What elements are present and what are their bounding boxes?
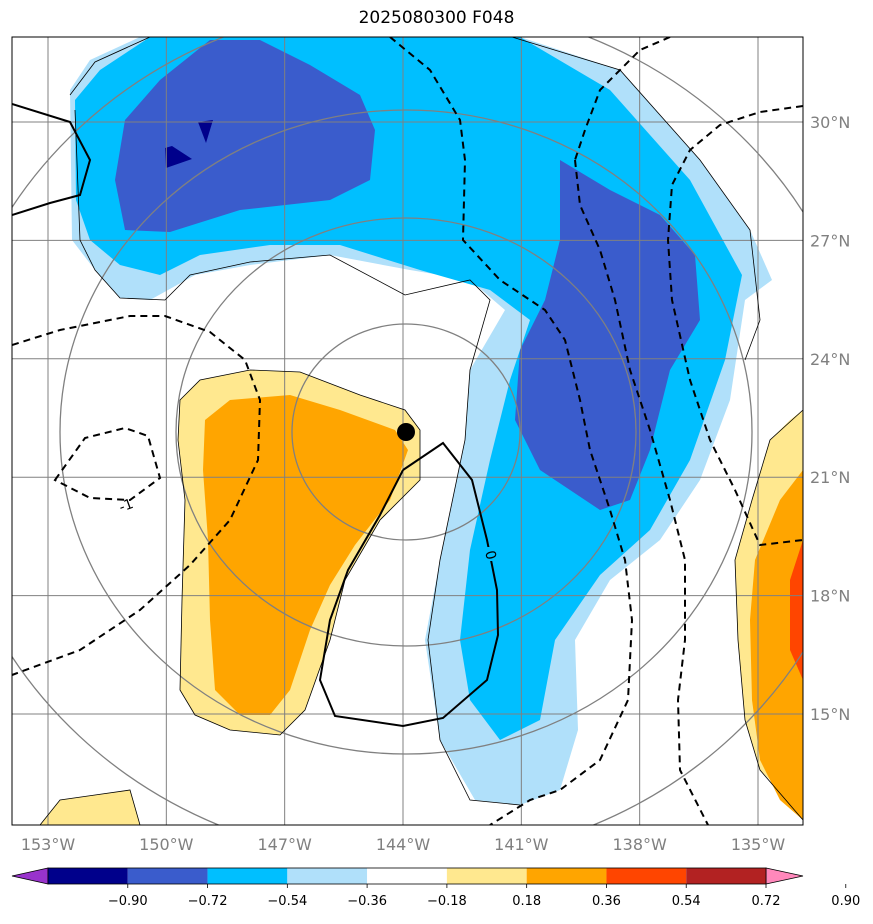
- range-rings: [12, 37, 803, 825]
- lat-tick-label: 24°N: [810, 350, 850, 369]
- map-plot: -1 0: [12, 37, 803, 825]
- lat-tick-label: 21°N: [810, 468, 850, 487]
- colorbar-tick-label: −0.36: [347, 894, 387, 909]
- lon-tick-label: 147°W: [257, 835, 312, 854]
- thin-contours: [39, 37, 803, 825]
- colorbar-tick-label: −0.54: [267, 894, 307, 909]
- colorbar-tick-label: 0.18: [512, 894, 541, 909]
- lat-tick-label: 27°N: [810, 231, 850, 250]
- colorbar-segment: [127, 868, 208, 884]
- colorbar-segment: [686, 868, 766, 884]
- lon-tick-label: 150°W: [139, 835, 194, 854]
- colorbar-segment: [287, 868, 368, 884]
- colorbar-segment: [526, 868, 607, 884]
- colorbar-segment: [367, 868, 447, 884]
- colorbar-segment: [446, 868, 527, 884]
- colorbar-tick-label: 0.36: [592, 894, 621, 909]
- fill-red: [790, 540, 803, 680]
- lon-tick-label: 141°W: [494, 835, 549, 854]
- chart-title: 2025080300 F048: [358, 8, 515, 28]
- gridlines: [12, 37, 803, 825]
- colorbar-extend-low: [11, 867, 49, 885]
- solid-contours: [12, 103, 500, 728]
- colorbar-segment: [48, 868, 128, 884]
- storm-center-marker: [397, 423, 415, 441]
- colorbar-tick-label: 0.72: [752, 894, 781, 909]
- colorbar: −0.90 −0.72 −0.54 −0.36 −0.18 0.18 0.36 0.54 0.7…: [11, 867, 860, 909]
- lon-tick-label: 138°W: [612, 835, 667, 854]
- lon-tick-label: 135°W: [731, 835, 786, 854]
- colorbar-outline: [47, 867, 767, 885]
- contour-label-neg1: -1: [117, 496, 136, 516]
- colorbar-segment: [207, 868, 288, 884]
- colorbar-tick-label: 0.54: [672, 894, 701, 909]
- colorbar-tick-label: 0.90: [831, 894, 860, 909]
- lon-tick-label: 144°W: [376, 835, 431, 854]
- contour-label-zero: 0: [481, 549, 499, 562]
- map-frame: [11, 36, 804, 826]
- lon-tick-labels: 153°W 150°W 147°W 144°W 141°W 138°W 135°W: [21, 835, 786, 854]
- dashed-contours: [12, 37, 803, 825]
- colorbar-extend-high: [765, 867, 804, 885]
- colorbar-tick-label: −0.90: [108, 894, 148, 909]
- fill-navy: [165, 120, 213, 168]
- colorbar-tick-label: −0.18: [427, 894, 467, 909]
- lat-tick-label: 18°N: [810, 587, 850, 606]
- colorbar-tick-label: −0.72: [188, 894, 228, 909]
- lat-tick-labels: 30°N 27°N 24°N 21°N 18°N 15°N: [810, 113, 850, 724]
- lon-tick-label: 153°W: [21, 835, 76, 854]
- lat-tick-label: 15°N: [810, 705, 850, 724]
- fill-medium-blue: [115, 40, 700, 510]
- lat-tick-label: 30°N: [810, 113, 850, 132]
- colorbar-segment: [606, 868, 687, 884]
- fill-orange: [203, 395, 803, 820]
